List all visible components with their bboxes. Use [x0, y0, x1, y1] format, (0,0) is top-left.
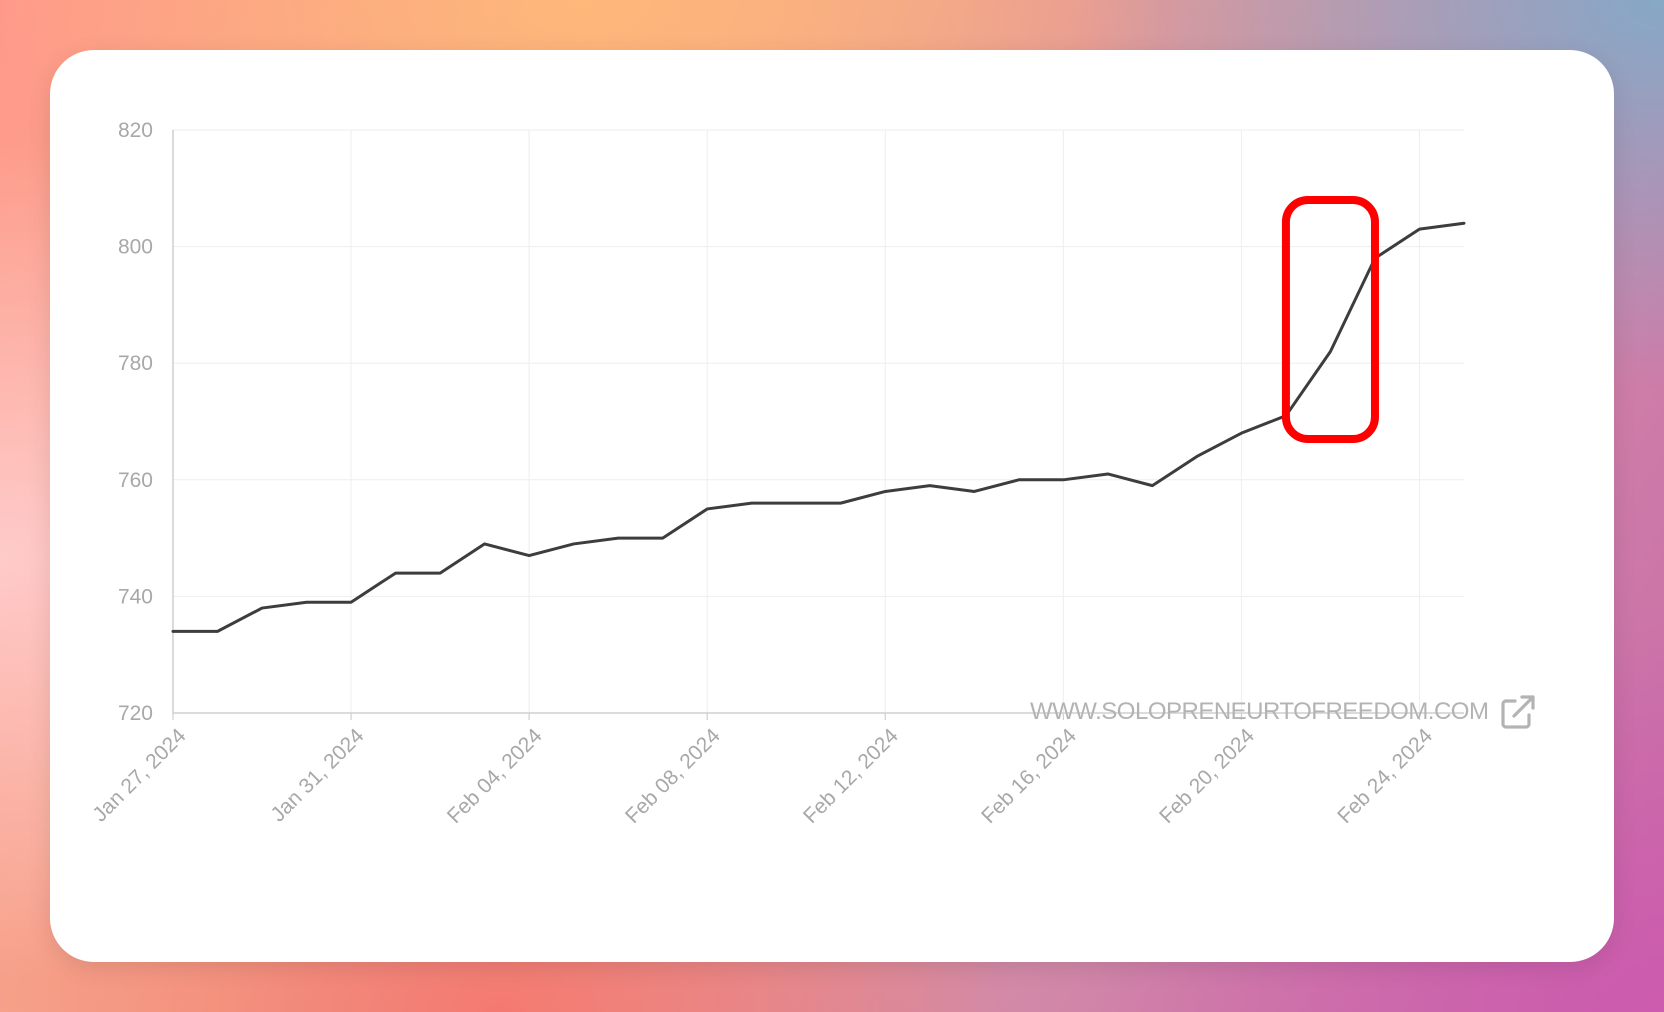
y-tick-label: 720	[118, 702, 153, 725]
y-tick-label: 780	[118, 352, 153, 375]
series	[171, 221, 1466, 633]
y-axis-ticks: 720 740 760 780 800 820	[118, 119, 153, 725]
external-link-icon	[1501, 695, 1536, 729]
x-tick-label: Feb 16, 2024	[977, 724, 1081, 828]
watermark[interactable]: WWW.SOLOPRENEURTOFREEDOM.COM	[1030, 692, 1538, 732]
axes	[172, 130, 1464, 720]
x-tick-label: Feb 20, 2024	[1155, 724, 1259, 828]
x-axis-ticks: Jan 27, 2024 Jan 31, 2024 Feb 04, 2024 Feb …	[88, 724, 1437, 828]
series-line	[171, 221, 1466, 633]
y-tick-label: 800	[118, 236, 153, 259]
y-tick-label: 760	[118, 469, 153, 492]
x-tick-label: Feb 04, 2024	[443, 724, 547, 828]
grid	[172, 129, 1464, 714]
x-tick-label: Feb 12, 2024	[799, 724, 903, 828]
y-tick-label: 740	[118, 585, 153, 608]
x-tick-label: Jan 27, 2024	[88, 724, 190, 826]
y-tick-label: 820	[118, 119, 153, 142]
x-tick-label: Jan 31, 2024	[266, 724, 368, 826]
annotations	[1281, 195, 1379, 443]
chart-card: 720 740 760 780 800 820 Jan 27, 2024 Jan 31, 2…	[50, 50, 1614, 962]
line-chart: 720 740 760 780 800 820 Jan 27, 2024 Jan 31, 2…	[88, 119, 1466, 828]
x-tick-label: Feb 08, 2024	[621, 724, 725, 828]
highlight-box	[1281, 195, 1379, 443]
watermark-text: WWW.SOLOPRENEURTOFREEDOM.COM	[1030, 698, 1489, 725]
x-tick-label: Feb 24, 2024	[1333, 724, 1437, 828]
